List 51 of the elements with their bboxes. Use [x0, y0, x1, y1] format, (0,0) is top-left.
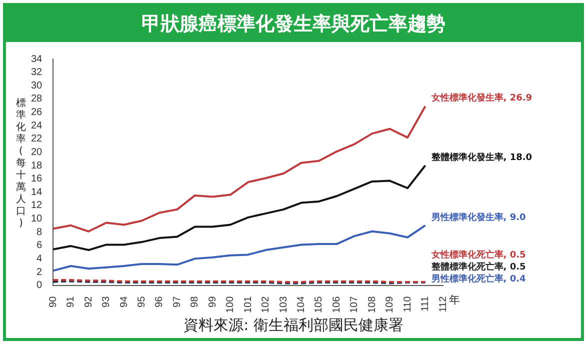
x-tick-label: 103 — [278, 296, 290, 314]
x-tick-label: 101 — [242, 296, 254, 314]
y-tick-label: 34 — [31, 54, 43, 65]
y-tick-label: 8 — [36, 226, 43, 238]
y-tick-label: 18 — [31, 160, 43, 172]
x-tick-label: 98 — [190, 296, 201, 308]
y-tick-label: 30 — [31, 80, 43, 92]
text: 整體標準化死亡率, 0.5 — [431, 262, 526, 273]
y-tick-label: 16 — [31, 174, 43, 185]
y-tick-label: 14 — [31, 186, 43, 198]
y-tick-label: 24 — [31, 120, 43, 132]
x-tick-label: 96 — [154, 296, 166, 308]
y-tick-label: 4 — [36, 253, 43, 264]
y-tick-label: 10 — [31, 214, 43, 224]
x-tick-label: 108 — [366, 296, 378, 314]
x-tick-label: 104 — [296, 296, 307, 314]
x-tick-label: 99 — [207, 296, 218, 308]
x-tick-label: 102 — [260, 296, 272, 314]
y-tick-label: 22 — [31, 134, 43, 145]
y-tick-label: 0 — [36, 280, 43, 292]
text: 標準化率(每十萬人口) — [16, 98, 26, 229]
x-tick-label: 110 — [402, 296, 414, 312]
x-tick-label: 100 — [225, 296, 236, 314]
x-tick-label: 91 — [66, 296, 77, 308]
x-axis-title: 年 — [449, 294, 460, 307]
x-tick-label: 92 — [83, 296, 94, 308]
x-tick-label: 93 — [101, 296, 112, 308]
source-note: 資料來源: 衛生福利部國民健康署 — [182, 316, 404, 335]
chart-title: 甲狀腺癌標準化發生率與死亡率趨勢 — [6, 6, 581, 42]
x-tick-label: 94 — [118, 296, 130, 308]
x-tick-label: 105 — [314, 296, 325, 314]
y-tick-label: 12 — [31, 200, 43, 212]
x-tick-label: 112 — [438, 296, 449, 312]
text: 女性標準化發生率, 26.9 — [431, 94, 532, 104]
x-tick-label: 95 — [136, 296, 148, 308]
y-tick-label: 20 — [31, 146, 43, 158]
y-tick-label: 28 — [31, 94, 43, 105]
x-tick-label: 111 — [420, 296, 432, 312]
x-tick-label: 107 — [349, 296, 360, 314]
x-tick-label: 97 — [172, 296, 183, 308]
text: 整體標準化發生率, 18.0 — [431, 152, 532, 163]
x-tick-label: 90 — [48, 296, 59, 308]
text: 女性標準化死亡率, 0.5 — [431, 250, 526, 261]
x-tick-label: 109 — [384, 296, 396, 314]
y-tick-label: 32 — [31, 67, 43, 78]
y-tick-label: 6 — [36, 240, 43, 252]
x-tick-label: 106 — [331, 296, 342, 314]
text: 男性標準化發生率, 9.0 — [431, 212, 526, 223]
y-tick-label: 26 — [31, 107, 43, 118]
text: 男性標準化死亡率, 0.4 — [431, 274, 526, 285]
y-tick-label: 2 — [36, 266, 43, 278]
